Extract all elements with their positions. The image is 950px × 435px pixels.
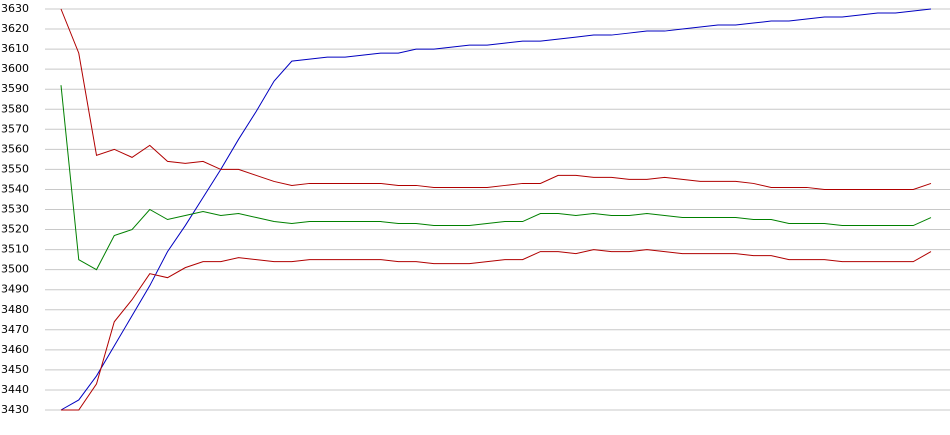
y-tick-label: 3610	[1, 42, 29, 55]
y-tick-label: 3460	[1, 343, 29, 356]
y-tick-label: 3500	[1, 263, 29, 276]
y-tick-label: 3600	[1, 62, 29, 75]
y-tick-label: 3440	[1, 383, 29, 396]
y-tick-label: 3620	[1, 22, 29, 35]
y-tick-label: 3540	[1, 182, 29, 195]
y-tick-label: 3590	[1, 82, 29, 95]
y-tick-label: 3560	[1, 142, 29, 155]
series-line	[60, 85, 932, 271]
series-line	[61, 249, 932, 411]
y-tick-label: 3480	[1, 303, 29, 316]
y-tick-label: 3520	[1, 223, 29, 236]
y-tick-label: 3570	[1, 122, 29, 135]
y-tick-label: 3450	[1, 363, 29, 376]
y-tick-label: 3530	[1, 203, 29, 216]
y-tick-label: 3470	[1, 323, 29, 336]
y-tick-label: 3630	[1, 2, 29, 15]
y-tick-label: 3550	[1, 162, 29, 175]
series-line	[60, 8, 932, 411]
y-tick-label: 3580	[1, 102, 29, 115]
y-tick-label: 3510	[1, 243, 29, 256]
y-tick-label: 3430	[1, 403, 29, 416]
series-line	[60, 8, 932, 190]
y-tick-label: 3490	[1, 283, 29, 296]
